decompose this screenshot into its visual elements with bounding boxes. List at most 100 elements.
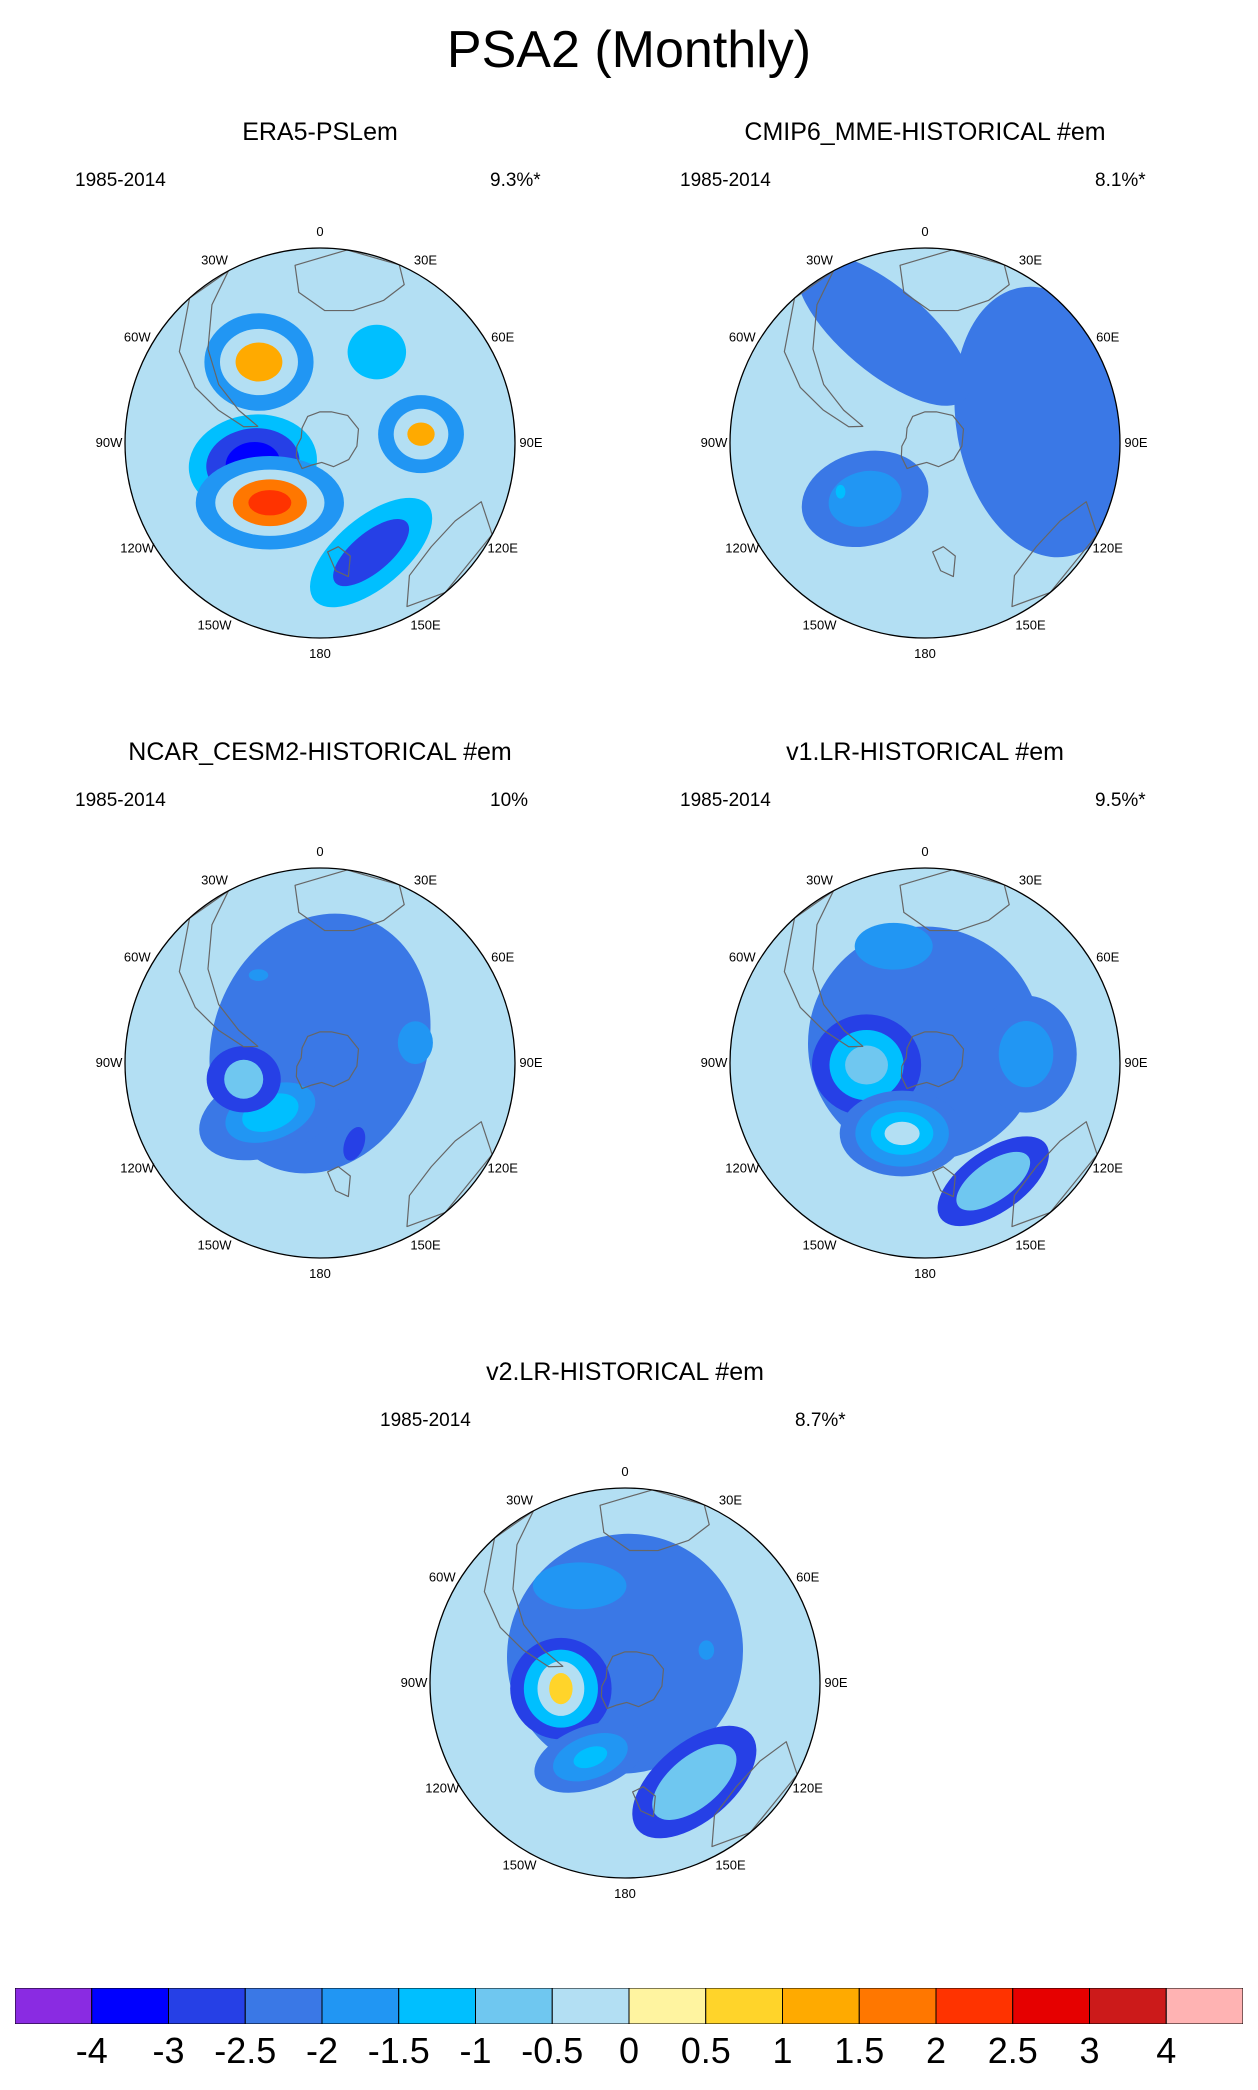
longitude-label: 120W [120, 1161, 155, 1176]
colorbar-swatch [858, 1988, 937, 2024]
longitude-label: 90W [701, 1055, 728, 1070]
contour-region [224, 1059, 264, 1099]
contour-region [347, 324, 407, 380]
figure-title: PSA2 (Monthly) [446, 21, 812, 79]
coastline [178, 270, 259, 428]
longitude-label: 120W [725, 541, 760, 556]
panel-title: v2.LR-HISTORICAL #em [486, 1358, 764, 1386]
longitude-label: 30E [414, 872, 437, 887]
coastline [783, 270, 864, 428]
colorbar-swatch [935, 1988, 1014, 2024]
longitude-label: 120E [488, 1161, 519, 1176]
map-panel-v2-lr: v2.LR-HISTORICAL #em 1985-2014 8.7%* 0 30… [325, 1358, 925, 1978]
longitude-label: 60E [1096, 330, 1119, 345]
longitude-label: 60W [429, 1570, 456, 1585]
period-label: 1985-2014 [75, 790, 166, 811]
coastline [295, 411, 360, 470]
polar-map: 0 30E 60E 90E 120E 150E 180 150W 120W 90W 60W 30W [401, 1464, 848, 1901]
longitude-label: 150E [1015, 618, 1046, 633]
longitude-label: 150W [803, 618, 838, 633]
colorbar-tick-label: 4 [1156, 2030, 1177, 2071]
longitude-label: 30E [1019, 872, 1042, 887]
longitude-label: 60W [124, 950, 151, 965]
longitude-label: 150E [410, 618, 441, 633]
longitude-label: 180 [914, 1266, 936, 1281]
variance-label: 9.5%* [1095, 790, 1146, 811]
contour-region [407, 422, 435, 446]
longitude-label: 60W [729, 330, 756, 345]
contour-region [954, 286, 1120, 558]
contour-region [854, 922, 933, 970]
colorbar-tick-label: -0.5 [521, 2030, 584, 2071]
contour-region [884, 1121, 920, 1146]
colorbar-swatch [551, 1988, 630, 2024]
coastline [294, 249, 405, 312]
colorbar-swatch [91, 1988, 169, 2024]
map-panel-cmip6-mme: CMIP6_MME-HISTORICAL #em 1985-2014 8.1%*… [625, 118, 1225, 738]
colorbar-swatch [782, 1988, 860, 2024]
contour-region [796, 253, 971, 406]
longitude-label: 90E [824, 1675, 847, 1690]
colorbar-tick-label: 3 [1079, 2030, 1100, 2071]
map-border [729, 867, 1121, 1259]
contour-region [343, 1126, 366, 1161]
contour-region [998, 1021, 1054, 1088]
contour-region [828, 470, 902, 527]
coastline [783, 890, 864, 1048]
colorbar-swatch [321, 1988, 400, 2024]
coastline [599, 1489, 710, 1552]
longitude-label: 120E [1093, 541, 1124, 556]
longitude-label: 120E [1093, 1161, 1124, 1176]
longitude-label: 150W [198, 1238, 233, 1253]
contour-region [532, 1562, 627, 1610]
colorbar-tick-label: -1 [459, 2030, 492, 2071]
longitude-label: 120E [793, 1781, 824, 1796]
longitude-label: 60E [491, 330, 514, 345]
contour-region [397, 1021, 433, 1065]
longitude-label: 180 [309, 646, 331, 661]
period-label: 1985-2014 [680, 170, 771, 191]
coastline [294, 869, 405, 932]
longitude-label: 0 [621, 1464, 628, 1479]
longitude-label: 150E [715, 1858, 746, 1873]
longitude-label: 90W [401, 1675, 428, 1690]
colorbar-tick-label: -2 [305, 2030, 338, 2071]
longitude-label: 60E [1096, 950, 1119, 965]
longitude-label: 180 [614, 1886, 636, 1901]
contour-region [652, 1744, 737, 1820]
longitude-label: 60E [491, 950, 514, 965]
coastline [327, 1166, 351, 1198]
longitude-label: 0 [316, 844, 323, 859]
coastline [900, 411, 965, 470]
contour-region [835, 484, 846, 499]
colorbar-tick-label: 0.5 [680, 2030, 731, 2071]
coastline [932, 1166, 956, 1198]
longitude-label: 60W [729, 950, 756, 965]
panel-title: CMIP6_MME-HISTORICAL #em [744, 118, 1106, 146]
panel-title: ERA5-PSLem [242, 118, 398, 146]
colorbar-tick-label: 2 [925, 2030, 947, 2071]
variance-label: 8.1%* [1095, 170, 1146, 191]
longitude-label: 90E [1124, 1055, 1147, 1070]
coastline [295, 1031, 360, 1090]
coastline [899, 249, 1010, 312]
longitude-label: 150E [1015, 1238, 1046, 1253]
colorbar [15, 1988, 1243, 2024]
coastline [178, 890, 259, 1048]
coastline [932, 546, 956, 578]
period-label: 1985-2014 [75, 170, 166, 191]
longitude-label: 90E [519, 1055, 542, 1070]
longitude-label: 90W [701, 435, 728, 450]
coastline [899, 869, 1010, 932]
colorbar-tick-label: 0 [618, 2030, 640, 2071]
period-label: 1985-2014 [380, 1410, 471, 1431]
longitude-label: 150W [198, 618, 233, 633]
colorbar-tick-label: -2.5 [214, 2030, 277, 2071]
longitude-label: 120E [488, 541, 519, 556]
colorbar-tick-label: 1.5 [834, 2030, 885, 2071]
coastline [406, 501, 493, 608]
contour-region [248, 490, 292, 516]
longitude-label: 90W [96, 1055, 123, 1070]
colorbar-swatch [475, 1988, 553, 2024]
longitude-label: 30W [806, 872, 833, 887]
